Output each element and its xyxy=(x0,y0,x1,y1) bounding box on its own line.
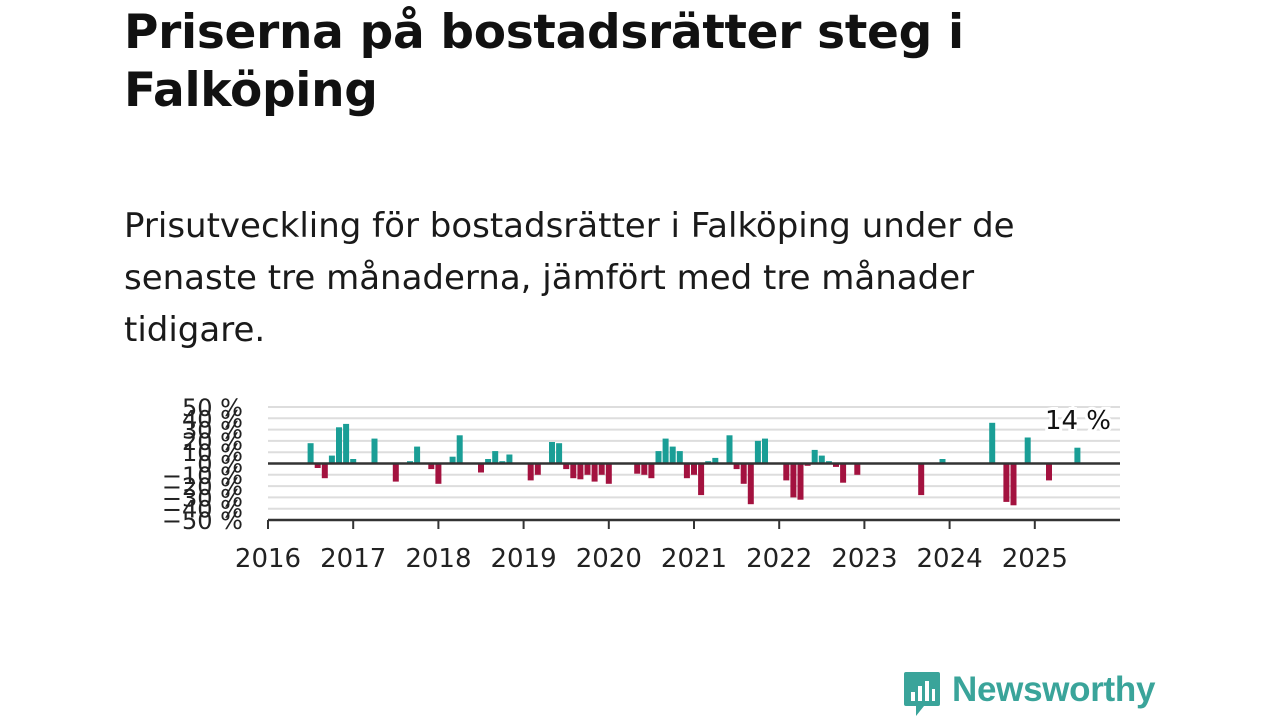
bar xyxy=(1024,437,1031,464)
bar xyxy=(783,463,790,481)
x-tick-label: 2023 xyxy=(831,544,897,574)
bar xyxy=(1003,463,1010,502)
bar xyxy=(478,463,484,473)
bar xyxy=(698,463,705,496)
bar xyxy=(563,463,570,470)
bar xyxy=(577,463,584,480)
bar xyxy=(676,451,683,464)
bar xyxy=(328,455,335,464)
x-tick-label: 2022 xyxy=(746,544,812,574)
bar xyxy=(712,457,719,464)
x-tick-label: 2016 xyxy=(235,544,301,574)
bar xyxy=(506,454,513,464)
bar xyxy=(833,463,839,467)
x-tick-label: 2017 xyxy=(320,544,386,574)
bar xyxy=(854,463,861,475)
bar xyxy=(527,463,534,481)
bar xyxy=(350,459,357,464)
y-tick-label: 40 % xyxy=(182,405,243,433)
y-tick-label: 0 % xyxy=(197,451,243,479)
bar xyxy=(598,463,605,475)
bar xyxy=(840,463,847,483)
bar xyxy=(989,422,996,464)
bar xyxy=(392,463,399,482)
bar xyxy=(691,463,697,475)
y-tick-label: 30 % xyxy=(182,417,243,445)
bar xyxy=(570,463,577,479)
y-tick-label: −30 % xyxy=(162,484,243,512)
bar xyxy=(549,442,555,464)
y-tick-label: −50 % xyxy=(162,507,243,535)
bar xyxy=(818,455,825,464)
y-tick-labels: 50 %40 %30 %20 %10 %0 %−10 %−20 %−30 %−4… xyxy=(162,394,243,535)
chart-subtitle: Prisutveckling för bostadsrätter i Falkö… xyxy=(124,206,1015,350)
y-tick-label: 50 % xyxy=(182,394,243,422)
y-tick-label: −10 % xyxy=(162,462,243,490)
newsworthy-logo: Newsworthy xyxy=(902,670,1155,720)
bar xyxy=(343,423,350,464)
bar xyxy=(726,435,733,464)
bar xyxy=(414,446,421,464)
logo-text: Newsworthy xyxy=(952,670,1156,709)
bar xyxy=(371,438,378,464)
bar xyxy=(1074,447,1081,464)
bar xyxy=(811,449,818,464)
last-value-label: 14 % xyxy=(1045,406,1111,436)
bar xyxy=(747,463,754,505)
x-tick-label: 2020 xyxy=(576,544,642,574)
x-tick-label: 2018 xyxy=(405,544,471,574)
chart-title: Priserna på bostadsrätter steg i Falköpi… xyxy=(124,5,964,118)
y-tick-label: −40 % xyxy=(162,496,243,524)
bar xyxy=(534,463,541,475)
bar xyxy=(314,463,321,468)
annotations: 14 % xyxy=(1042,403,1114,439)
y-tick-label: 20 % xyxy=(182,428,243,456)
bar xyxy=(456,435,463,464)
bar xyxy=(435,463,442,484)
axes xyxy=(267,462,1120,529)
bar xyxy=(939,459,946,464)
bar xyxy=(797,463,804,500)
y-tick-label: −20 % xyxy=(162,473,243,501)
bar xyxy=(1046,463,1052,481)
x-tick-label: 2025 xyxy=(1002,544,1068,574)
bar xyxy=(762,438,768,464)
bar xyxy=(336,427,342,464)
bar xyxy=(556,443,563,464)
bar xyxy=(655,451,662,464)
bar xyxy=(307,443,314,464)
bar xyxy=(485,459,492,464)
bar xyxy=(740,463,747,484)
bar xyxy=(683,463,690,479)
bar xyxy=(1010,463,1017,506)
bar xyxy=(648,463,655,479)
x-tick-labels: 2016 2017 2018 2019 2020 2021 2022 2023 2024 2025 xyxy=(235,544,1068,574)
x-tick-label: 2019 xyxy=(491,544,557,574)
bar xyxy=(321,463,328,479)
x-tick-label: 2024 xyxy=(917,544,983,574)
bar xyxy=(492,451,499,464)
bar xyxy=(662,438,669,464)
bar xyxy=(428,463,435,470)
y-tick-label: 10 % xyxy=(182,439,243,467)
bar xyxy=(733,463,740,470)
bar xyxy=(634,463,641,474)
bar xyxy=(641,463,648,475)
bar xyxy=(790,463,797,498)
bar xyxy=(754,440,761,464)
bar xyxy=(584,463,591,475)
bar xyxy=(591,463,598,482)
bar xyxy=(669,446,676,464)
x-tick-label: 2021 xyxy=(661,544,727,574)
bar xyxy=(605,463,612,484)
bar xyxy=(918,463,925,496)
bar xyxy=(449,456,456,464)
chart-bubble-icon xyxy=(904,672,940,716)
